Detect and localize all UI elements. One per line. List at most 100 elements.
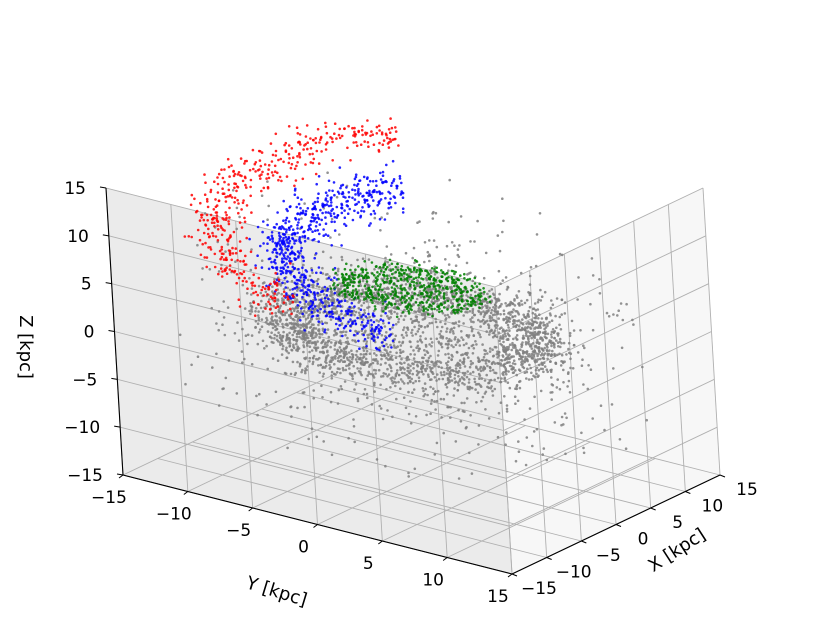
data-point [285,228,288,231]
data-point [237,339,241,342]
data-point [429,291,432,294]
data-point [258,392,261,396]
data-point [599,404,603,408]
data-point [301,255,304,258]
data-point [328,285,332,288]
data-point [348,362,351,366]
data-point [357,187,360,191]
data-point [298,239,301,243]
data-point [230,258,233,262]
data-point [329,236,332,239]
data-point [340,134,344,138]
data-point [307,314,310,317]
data-point [354,288,358,291]
data-point [377,327,381,331]
data-point [274,328,277,332]
data-point [342,281,345,285]
data-point [323,285,327,289]
data-point [353,189,357,192]
data-point [309,137,312,140]
data-point [376,271,379,274]
data-point [298,141,302,144]
data-point [364,377,368,381]
gridline [497,235,707,336]
data-point [203,193,207,196]
data-point [260,318,264,321]
data-point [353,130,356,134]
data-point [337,287,340,291]
data-point [274,390,278,394]
data-point [343,380,347,383]
data-point [467,334,471,337]
data-point [303,323,306,327]
data-point [367,296,371,299]
data-point [558,352,561,356]
data-point [403,294,407,298]
data-point [202,231,206,235]
data-point [256,413,259,417]
data-point [441,271,445,275]
data-point [466,290,469,293]
data-point [300,212,304,215]
data-point [220,255,224,259]
data-point [361,327,364,331]
data-point [274,149,278,153]
data-point [442,431,446,435]
data-point [290,415,293,418]
data-point [233,196,237,200]
data-point [426,313,430,316]
data-point [335,195,339,199]
data-point [543,290,547,294]
data-point [505,304,509,308]
data-point [386,409,389,412]
data-point [439,334,443,338]
data-point [431,212,434,215]
data-point [499,401,503,405]
data-point [430,344,433,348]
data-point [410,308,413,312]
data-point [396,286,400,290]
data-point [379,229,382,232]
data-point [370,261,374,264]
data-point [270,171,274,174]
data-point [371,295,374,299]
data-point [296,306,299,310]
data-point [268,238,272,241]
data-point [556,353,559,357]
data-point [438,310,441,314]
data-point [289,262,292,265]
data-point [537,368,541,372]
data-point [464,351,468,355]
data-point [313,238,316,241]
data-point [525,334,528,337]
data-point [345,356,349,360]
data-point [304,163,307,166]
data-point [530,354,533,358]
data-point [301,266,304,270]
data-point [456,248,460,251]
data-point [302,263,305,267]
data-point [421,387,425,390]
data-point [370,332,374,336]
data-point [357,280,361,284]
data-point [383,290,386,294]
data-point [236,173,240,176]
data-point [482,299,485,303]
data-point [303,230,306,233]
data-point [482,322,486,325]
data-point [501,230,504,234]
data-point [299,319,302,322]
data-point [290,147,294,150]
data-point [342,326,346,330]
data-point [297,267,300,271]
data-point [397,144,400,147]
data-point [266,242,269,245]
data-point [485,373,489,377]
data-point [311,271,314,275]
data-point [213,252,217,256]
data-point [455,284,459,288]
data-point [377,324,380,327]
data-point [325,141,329,144]
data-point [412,268,416,272]
data-point [385,274,389,278]
